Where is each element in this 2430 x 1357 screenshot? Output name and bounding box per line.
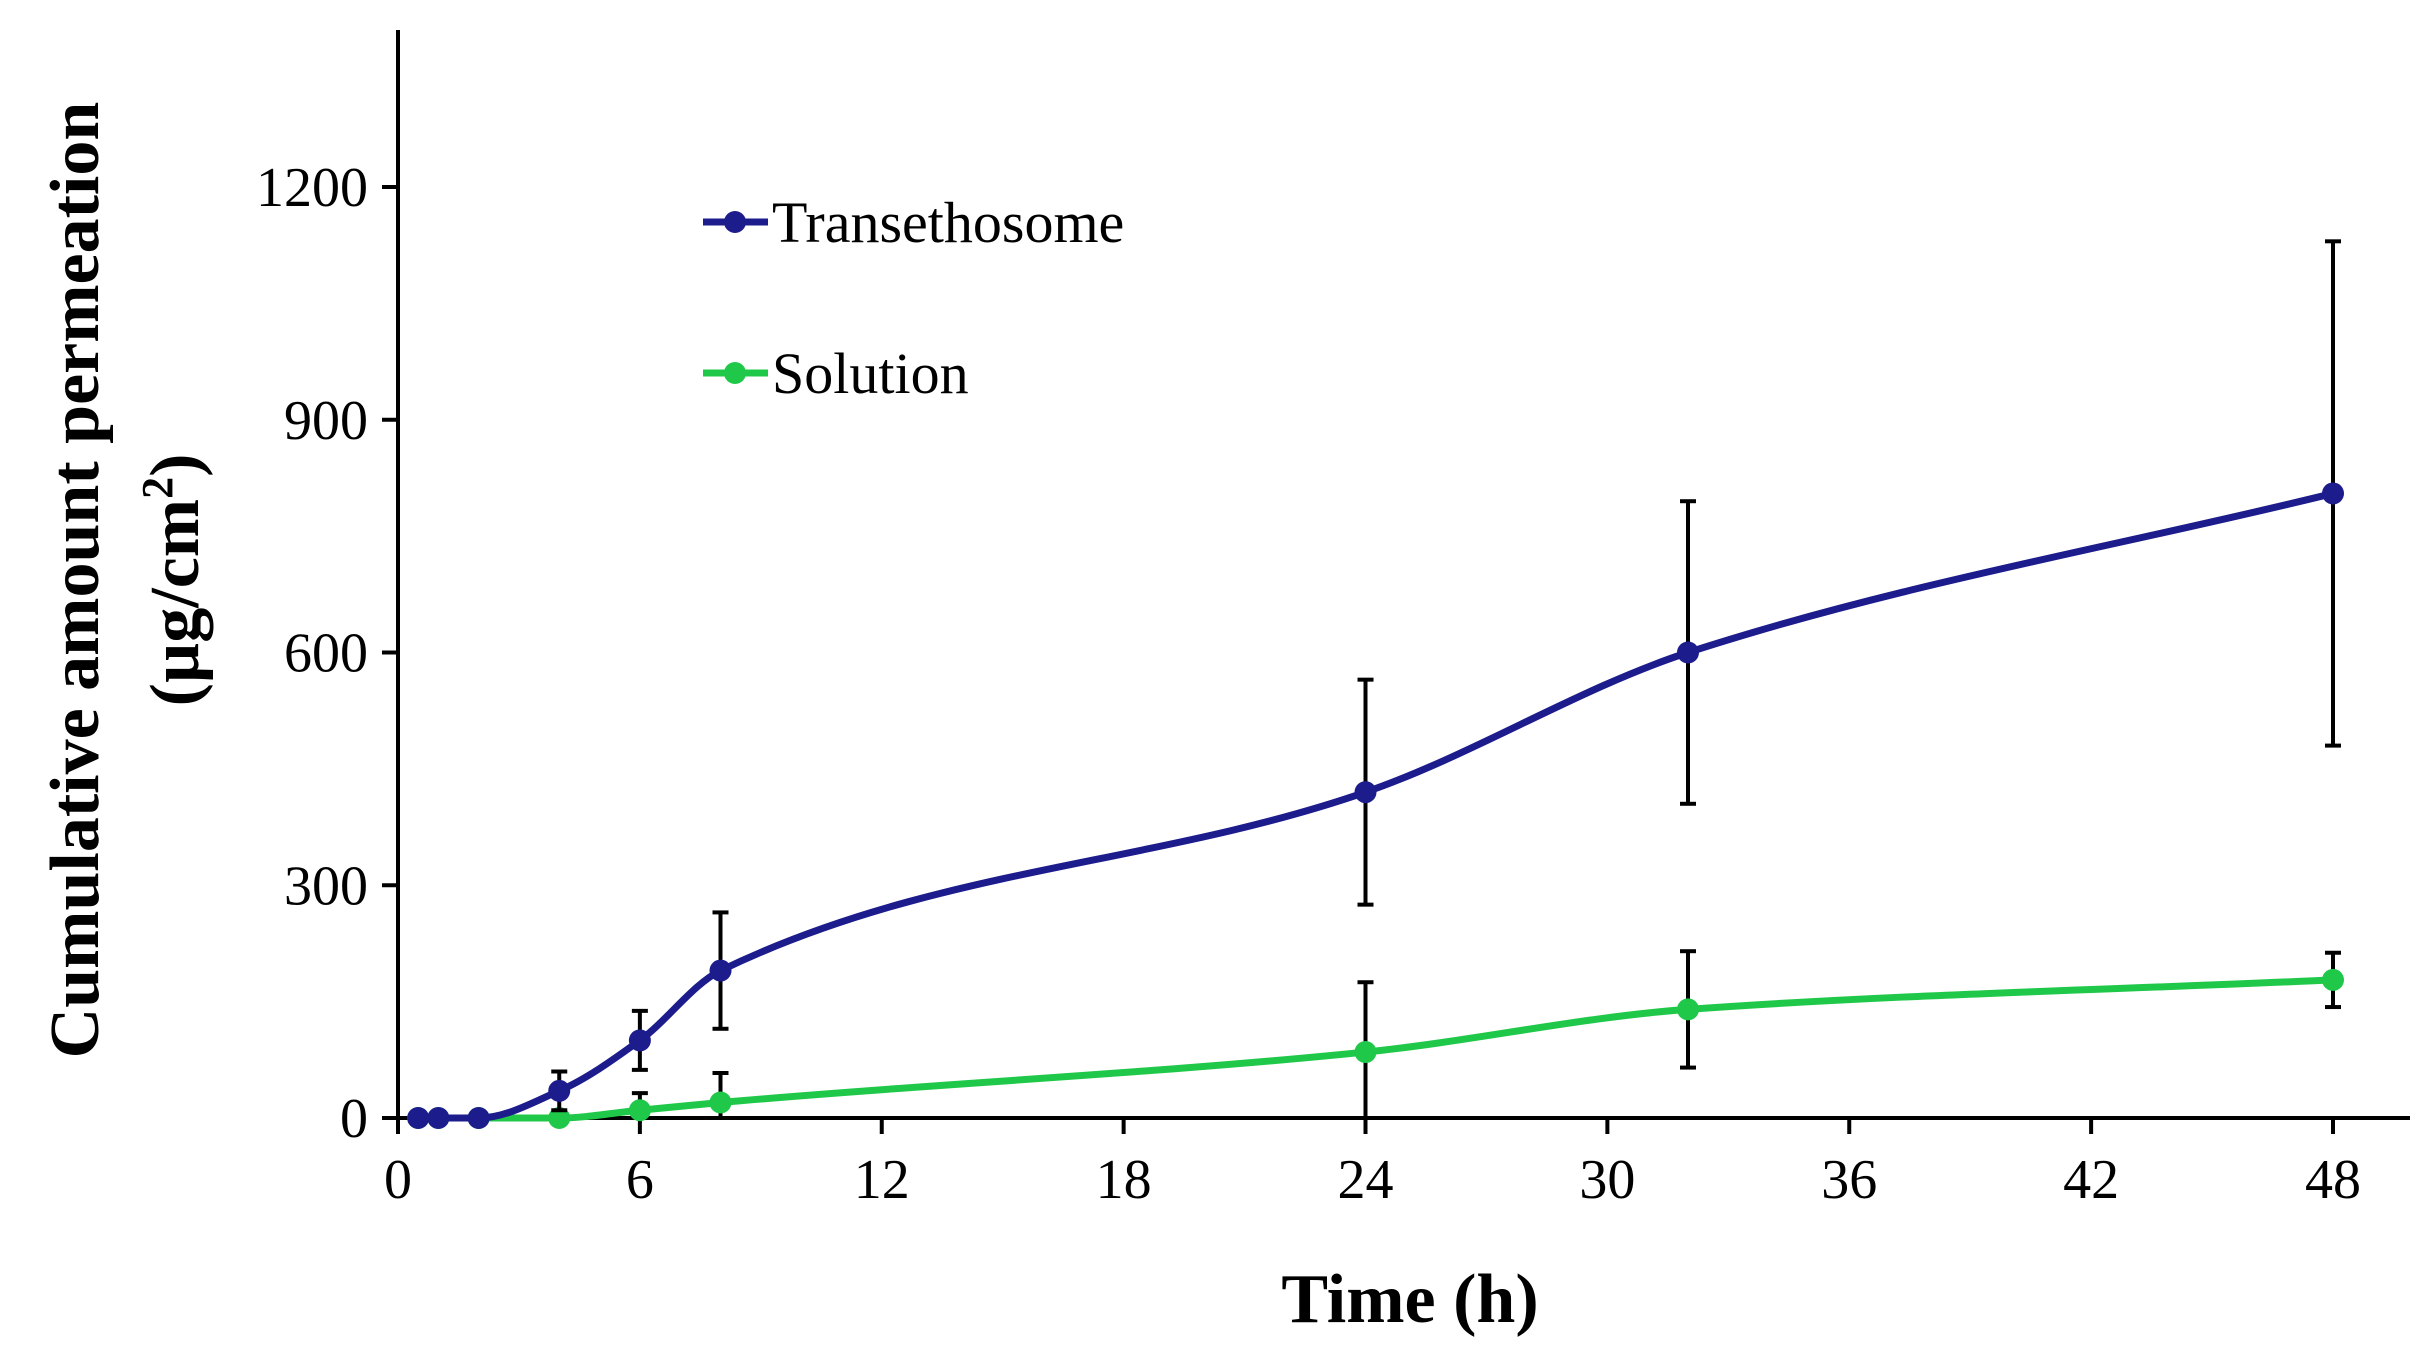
series-transethosome	[407, 239, 2344, 1129]
ticks: 0 6 12 18 24 30 36 42 48 0 300 600 900 1200	[256, 157, 2361, 1211]
legend-label-solution: Solution	[772, 341, 969, 406]
x-tick-label: 6	[626, 1149, 654, 1211]
series-solution	[407, 949, 2344, 1129]
y-axis-unit-superscript: 2	[133, 477, 182, 499]
series-layer	[407, 239, 2344, 1129]
data-point-transethosome	[1677, 641, 1699, 664]
axes	[396, 30, 2410, 1120]
y-axis-unit-suffix: )	[137, 454, 214, 477]
y-tick-label: 900	[284, 390, 368, 452]
y-axis-unit-prefix: (µg/cm	[137, 499, 214, 706]
x-tick-label: 48	[2305, 1149, 2361, 1211]
data-point-transethosome	[628, 1029, 651, 1052]
legend-marker-solution	[724, 362, 746, 384]
data-point-transethosome	[548, 1079, 571, 1102]
y-tick-label: 600	[284, 623, 368, 685]
data-point-transethosome	[407, 1107, 430, 1129]
x-tick-label: 24	[1338, 1149, 1394, 1211]
legend-marker-transethosome	[724, 211, 746, 233]
y-axis-title-line2: (µg/cm2)	[133, 454, 214, 707]
y-tick-label: 1200	[256, 157, 368, 219]
x-tick-label: 30	[1579, 1149, 1635, 1211]
data-point-transethosome	[709, 959, 732, 982]
legend-label-transethosome: Transethosome	[772, 190, 1124, 255]
data-point-solution	[548, 1107, 571, 1129]
x-tick-label: 42	[2063, 1149, 2119, 1211]
y-tick-label: 0	[340, 1088, 368, 1150]
data-point-transethosome	[427, 1107, 450, 1129]
x-tick-label: 0	[384, 1149, 412, 1211]
x-axis-title: Time (h)	[1281, 1261, 1538, 1338]
series-line-transethosome	[418, 490, 2334, 1122]
y-axis-title-line1: Cumulative amount permeation	[37, 102, 114, 1059]
data-point-solution	[1354, 1041, 1377, 1064]
data-point-transethosome	[2322, 482, 2344, 505]
x-tick-label: 12	[854, 1149, 910, 1211]
data-point-solution	[2322, 968, 2344, 991]
data-point-solution	[709, 1091, 732, 1114]
data-point-transethosome	[1354, 781, 1377, 804]
x-tick-label: 36	[1821, 1149, 1877, 1211]
data-point-transethosome	[467, 1107, 490, 1129]
data-point-solution	[628, 1099, 651, 1122]
y-tick-label: 300	[284, 855, 368, 917]
x-tick-label: 18	[1096, 1149, 1152, 1211]
legend: Transethosome Solution	[703, 190, 1124, 406]
data-point-solution	[1677, 998, 1699, 1021]
